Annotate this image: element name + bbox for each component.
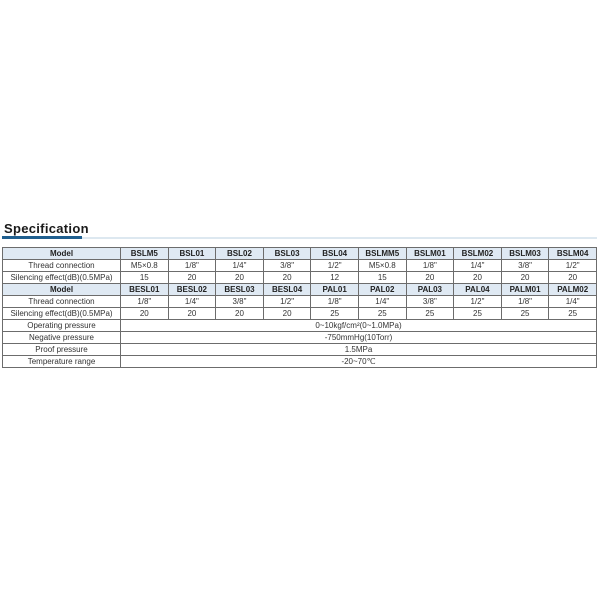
table-cell: 1/2": [310, 259, 359, 272]
row-label: Silencing effect(dB)(0.5MPa): [2, 271, 121, 284]
table-row: Silencing effect(dB)(0.5MPa) 15 20 20 20 12 15…: [2, 271, 597, 284]
table-cell: 3/8": [262, 259, 312, 272]
spec-table: Model BSLM5 BSL01 BSL02 BSL03 BSL04 BSLMM5 BSLM…: [2, 247, 597, 368]
table-cell: 20: [215, 271, 264, 284]
table-row: Proof pressure 1.5MPa: [2, 343, 597, 356]
row-label: Model: [2, 283, 121, 296]
table-cell: 1/8": [167, 259, 217, 272]
table-cell: 25: [357, 307, 407, 320]
table-cell: M5×0.8: [357, 259, 407, 272]
table-cell: 25: [500, 307, 550, 320]
row-label: Temperature range: [2, 355, 121, 368]
table-cell: -750mmHg(10Torr): [120, 331, 597, 344]
table-row: Model BSLM5 BSL01 BSL02 BSL03 BSL04 BSLMM5 BSLM…: [2, 247, 597, 260]
row-label: Thread connection: [2, 259, 121, 272]
table-cell: 20: [262, 271, 312, 284]
table-row: Silencing effect(dB)(0.5MPa) 20 20 20 20 25 25…: [2, 307, 597, 320]
table-cell: BSL01: [167, 247, 217, 260]
title-underline: [2, 236, 82, 239]
divider: [82, 237, 597, 239]
table-cell: 1/4": [215, 259, 264, 272]
table-cell: PALM01: [500, 283, 550, 296]
table-row: Operating pressure 0~10kgf/cm²(0~1.0MPa): [2, 319, 597, 332]
table-cell: 20: [453, 271, 502, 284]
section-title: Specification: [4, 221, 89, 236]
table-cell: BSL03: [262, 247, 312, 260]
table-cell: 3/8": [215, 295, 264, 308]
row-label: Negative pressure: [2, 331, 121, 344]
table-cell: 25: [548, 307, 597, 320]
table-row: Negative pressure -750mmHg(10Torr): [2, 331, 597, 344]
table-cell: PAL01: [310, 283, 359, 296]
table-cell: 20: [500, 271, 550, 284]
table-cell: 15: [120, 271, 169, 284]
table-cell: 25: [405, 307, 455, 320]
table-cell: 25: [453, 307, 502, 320]
table-cell: 3/8": [405, 295, 455, 308]
table-cell: PAL04: [453, 283, 502, 296]
table-cell: 1/2": [453, 295, 502, 308]
table-cell: 0~10kgf/cm²(0~1.0MPa): [120, 319, 597, 332]
table-cell: 1/8": [500, 295, 550, 308]
table-cell: BESL04: [262, 283, 312, 296]
table-cell: BSLM02: [453, 247, 502, 260]
table-cell: PAL02: [357, 283, 407, 296]
table-cell: BESL01: [120, 283, 169, 296]
table-cell: BESL02: [167, 283, 217, 296]
table-cell: 20: [215, 307, 264, 320]
table-cell: M5×0.8: [120, 259, 169, 272]
table-cell: 1/4": [357, 295, 407, 308]
table-cell: 1/2": [548, 259, 597, 272]
table-row: Thread connection 1/8" 1/4" 3/8" 1/2" 1/8" 1/4…: [2, 295, 597, 308]
table-cell: BESL03: [215, 283, 264, 296]
table-row: Temperature range -20~70℃: [2, 355, 597, 368]
table-cell: 20: [548, 271, 597, 284]
table-cell: 12: [310, 271, 359, 284]
table-cell: BSL04: [310, 247, 359, 260]
table-row: Model BESL01 BESL02 BESL03 BESL04 PAL01 PAL02 P…: [2, 283, 597, 296]
row-label: Silencing effect(dB)(0.5MPa): [2, 307, 121, 320]
table-cell: 1/8": [405, 259, 455, 272]
row-label: Operating pressure: [2, 319, 121, 332]
table-cell: 15: [357, 271, 407, 284]
row-label: Thread connection: [2, 295, 121, 308]
table-cell: 20: [120, 307, 169, 320]
table-cell: 1.5MPa: [120, 343, 597, 356]
table-cell: -20~70℃: [120, 355, 597, 368]
table-cell: PALM02: [548, 283, 597, 296]
table-cell: 25: [310, 307, 359, 320]
table-cell: 20: [262, 307, 312, 320]
table-cell: 20: [405, 271, 455, 284]
table-cell: BSLM01: [405, 247, 455, 260]
table-cell: 1/8": [120, 295, 169, 308]
table-cell: BSLM04: [548, 247, 597, 260]
table-cell: 20: [167, 271, 217, 284]
table-cell: 1/2": [262, 295, 312, 308]
table-cell: BSLM03: [500, 247, 550, 260]
table-cell: BSLMM5: [357, 247, 407, 260]
table-cell: BSLM5: [120, 247, 169, 260]
row-label: Proof pressure: [2, 343, 121, 356]
table-cell: BSL02: [215, 247, 264, 260]
table-cell: 20: [167, 307, 217, 320]
table-cell: PAL03: [405, 283, 455, 296]
row-label: Model: [2, 247, 121, 260]
table-cell: 3/8": [500, 259, 550, 272]
table-cell: 1/4": [453, 259, 502, 272]
table-cell: 1/4": [167, 295, 217, 308]
table-cell: 1/8": [310, 295, 359, 308]
table-cell: 1/4": [548, 295, 597, 308]
table-row: Thread connection M5×0.8 1/8" 1/4" 3/8" 1/2" M…: [2, 259, 597, 272]
